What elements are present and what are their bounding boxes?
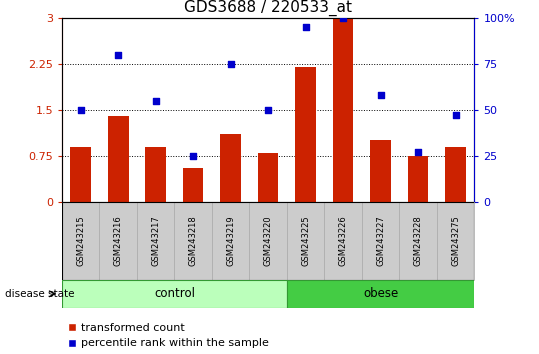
- Text: GSM243225: GSM243225: [301, 215, 310, 266]
- Bar: [137, 202, 175, 280]
- Bar: [62, 280, 287, 308]
- Bar: [408, 156, 429, 202]
- Bar: [250, 202, 287, 280]
- Bar: [108, 116, 128, 202]
- Text: GSM243217: GSM243217: [151, 215, 160, 266]
- Text: GSM243275: GSM243275: [451, 215, 460, 266]
- Text: GSM243219: GSM243219: [226, 215, 235, 266]
- Title: GDS3688 / 220533_at: GDS3688 / 220533_at: [184, 0, 352, 16]
- Bar: [175, 202, 212, 280]
- Text: GSM243227: GSM243227: [376, 215, 385, 266]
- Text: GSM243215: GSM243215: [76, 215, 85, 266]
- Point: [376, 92, 385, 98]
- Bar: [62, 202, 100, 280]
- Bar: [333, 18, 354, 202]
- Point: [189, 153, 197, 159]
- Point: [264, 107, 273, 113]
- Bar: [445, 147, 466, 202]
- Bar: [324, 202, 362, 280]
- Bar: [399, 202, 437, 280]
- Bar: [100, 202, 137, 280]
- Text: obese: obese: [363, 287, 398, 300]
- Bar: [370, 141, 391, 202]
- Legend: transformed count, percentile rank within the sample: transformed count, percentile rank withi…: [67, 323, 269, 348]
- Bar: [287, 202, 324, 280]
- Bar: [362, 202, 399, 280]
- Bar: [287, 280, 474, 308]
- Text: GSM243218: GSM243218: [189, 215, 198, 266]
- Bar: [183, 168, 204, 202]
- Text: GSM243226: GSM243226: [338, 215, 348, 266]
- Bar: [212, 202, 250, 280]
- Bar: [437, 202, 474, 280]
- Point: [77, 107, 85, 113]
- Bar: [295, 67, 316, 202]
- Bar: [220, 134, 241, 202]
- Point: [339, 15, 348, 21]
- Point: [301, 24, 310, 30]
- Text: GSM243220: GSM243220: [264, 215, 273, 266]
- Text: GSM243228: GSM243228: [413, 215, 423, 266]
- Point: [226, 61, 235, 67]
- Text: GSM243216: GSM243216: [114, 215, 123, 266]
- Bar: [71, 147, 91, 202]
- Point: [414, 149, 423, 155]
- Point: [451, 113, 460, 118]
- Bar: [258, 153, 279, 202]
- Point: [114, 52, 122, 57]
- Point: [151, 98, 160, 103]
- Bar: [146, 147, 166, 202]
- Text: control: control: [154, 287, 195, 300]
- Text: disease state: disease state: [5, 289, 75, 299]
